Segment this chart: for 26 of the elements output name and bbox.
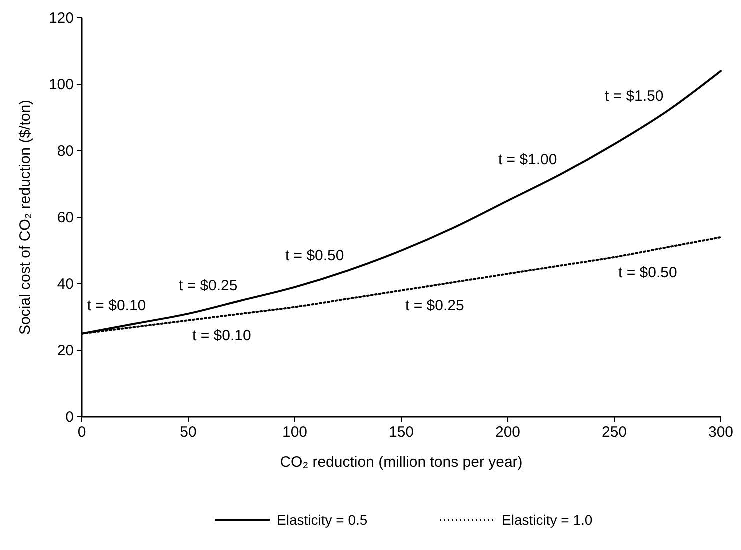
- annotation: t = $0.10: [87, 298, 146, 315]
- annotation: t = $0.25: [178, 278, 238, 295]
- legend-label: Elasticity = 0.5: [277, 512, 368, 528]
- x-tick-label: 50: [180, 424, 197, 441]
- y-tick-label: 100: [48, 76, 74, 94]
- y-tick-label: 40: [57, 276, 74, 293]
- x-tick-label: 150: [388, 424, 414, 441]
- x-tick-label: 0: [78, 424, 86, 441]
- annotation: t = $0.25: [406, 298, 464, 315]
- y-tick-label: 0: [66, 409, 74, 426]
- y-tick-label: 80: [57, 143, 74, 160]
- x-axis-title: CO₂ reduction (million tons per year): [280, 454, 523, 471]
- x-tick-label: 250: [602, 424, 628, 441]
- annotation: t = $0.10: [192, 328, 252, 345]
- legend-label: Elasticity = 1.0: [502, 512, 593, 528]
- x-tick-label: 300: [708, 424, 734, 441]
- annotation: t = $0.50: [618, 264, 678, 282]
- y-tick-label: 60: [57, 210, 74, 226]
- annotation: t = $1.50: [604, 88, 664, 106]
- y-axis-title: Social cost of CO₂ reduction ($/ton): [17, 100, 34, 336]
- x-tick-label: 100: [282, 424, 308, 441]
- annotation: t = $1.00: [498, 151, 558, 168]
- annotation: t = $0.50: [285, 248, 344, 265]
- y-tick-label: 120: [48, 10, 74, 27]
- x-tick-label: 200: [495, 424, 521, 441]
- y-tick-label: 20: [57, 342, 74, 360]
